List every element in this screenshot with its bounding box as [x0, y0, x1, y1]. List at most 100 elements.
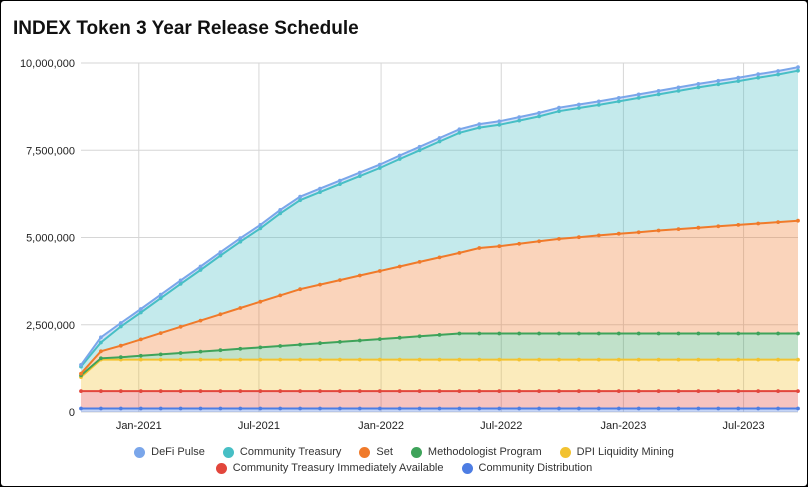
point-community-treasury-immediately-available	[716, 389, 721, 393]
point-methodologist-program	[298, 342, 302, 347]
point-community-treasury	[318, 190, 322, 195]
point-community-distribution	[198, 406, 203, 411]
point-methodologist-program	[437, 333, 442, 337]
point-methodologist-program	[616, 331, 621, 336]
legend-item: Community Treasury	[222, 446, 342, 458]
point-community-treasury	[756, 75, 761, 80]
point-dpi-liquidity-mining	[497, 357, 502, 362]
point-set	[437, 255, 442, 260]
point-set	[477, 246, 482, 250]
chart-legend: DeFi Pulse Community Treasury Set Methodolo…	[1, 444, 807, 476]
point-community-treasury-immediately-available	[278, 389, 283, 393]
point-community-treasury-immediately-available	[776, 389, 780, 393]
legend-label: Methodologist Program	[427, 446, 542, 458]
point-defi-pulse	[736, 75, 741, 80]
point-dpi-liquidity-mining	[338, 357, 342, 362]
point-set	[537, 239, 541, 244]
point-defi-pulse	[517, 115, 522, 119]
point-community-treasury-immediately-available	[596, 389, 601, 393]
point-community-treasury	[258, 226, 263, 231]
legend-label: Community Treasury	[239, 446, 342, 458]
point-community-distribution	[318, 406, 322, 411]
point-dpi-liquidity-mining	[537, 357, 541, 362]
point-set	[178, 324, 183, 329]
point-methodologist-program	[557, 331, 561, 336]
point-community-treasury	[377, 166, 382, 170]
point-methodologist-program	[278, 344, 283, 348]
point-methodologist-program	[397, 335, 402, 340]
point-community-distribution	[676, 406, 681, 411]
point-methodologist-program	[138, 353, 143, 358]
point-defi-pulse	[417, 144, 422, 149]
point-dpi-liquidity-mining	[158, 357, 163, 362]
point-defi-pulse	[577, 102, 581, 107]
point-dpi-liquidity-mining	[557, 357, 561, 362]
y-tick-label: 10,000,000	[20, 58, 75, 70]
point-defi-pulse	[218, 250, 223, 255]
legend-item: Set	[359, 446, 393, 458]
point-community-treasury-immediately-available	[577, 389, 581, 393]
point-methodologist-program	[716, 331, 721, 336]
y-tick-label: 5,000,000	[26, 233, 75, 245]
point-community-distribution	[437, 406, 442, 411]
y-tick-label: 2,500,000	[26, 320, 75, 332]
point-community-treasury	[218, 253, 223, 258]
point-community-treasury	[437, 139, 442, 144]
point-community-treasury-immediately-available	[79, 389, 83, 393]
point-community-distribution	[716, 406, 721, 411]
point-community-treasury-immediately-available	[377, 389, 382, 393]
point-dpi-liquidity-mining	[457, 357, 462, 362]
point-defi-pulse	[238, 236, 243, 241]
area-community-treasury	[81, 70, 798, 374]
point-community-distribution	[636, 406, 641, 411]
point-defi-pulse	[318, 186, 322, 191]
point-community-treasury	[636, 96, 641, 100]
point-dpi-liquidity-mining	[178, 357, 183, 362]
point-defi-pulse	[198, 264, 203, 269]
legend-swatch	[215, 462, 227, 474]
y-tick-label: 0	[69, 407, 75, 419]
legend-row: DeFi Pulse Community Treasury Set Methodolo…	[1, 444, 807, 460]
point-set	[278, 293, 283, 298]
legend-item: DPI Liquidity Mining	[559, 446, 674, 458]
point-community-treasury	[577, 106, 581, 110]
point-community-treasury	[676, 89, 681, 93]
point-methodologist-program	[636, 331, 641, 336]
point-community-treasury	[537, 114, 541, 119]
point-dpi-liquidity-mining	[357, 357, 362, 362]
point-defi-pulse	[118, 321, 123, 325]
point-community-treasury-immediately-available	[318, 389, 322, 393]
point-community-distribution	[776, 406, 780, 411]
point-community-distribution	[616, 406, 621, 411]
point-set	[318, 282, 322, 287]
point-community-distribution	[397, 406, 402, 411]
point-methodologist-program	[99, 356, 103, 361]
point-set	[676, 227, 681, 232]
area-community-treasury-immediately-available	[81, 391, 798, 409]
point-dpi-liquidity-mining	[318, 357, 322, 362]
legend-label: DeFi Pulse	[151, 446, 205, 458]
point-community-distribution	[577, 406, 581, 411]
point-community-distribution	[158, 406, 163, 411]
point-set	[696, 225, 701, 230]
point-dpi-liquidity-mining	[298, 357, 302, 362]
legend-swatch	[410, 446, 422, 458]
chart-plot: 0 2,500,000 5,000,000 7,500,000 10,000,000 Ja…	[20, 58, 800, 432]
point-set	[99, 349, 103, 354]
point-methodologist-program	[577, 331, 581, 336]
point-defi-pulse	[278, 208, 283, 212]
point-defi-pulse	[656, 89, 661, 93]
point-community-distribution	[178, 406, 183, 411]
point-community-distribution	[736, 406, 741, 411]
legend-row: Community Treasury Immediately Available…	[1, 460, 807, 476]
point-community-treasury-immediately-available	[397, 389, 402, 393]
point-community-treasury-immediately-available	[118, 389, 123, 393]
point-dpi-liquidity-mining	[517, 357, 522, 362]
point-community-treasury-immediately-available	[357, 389, 362, 393]
point-dpi-liquidity-mining	[218, 357, 223, 362]
point-community-treasury-immediately-available	[696, 389, 701, 393]
point-methodologist-program	[218, 348, 223, 353]
point-dpi-liquidity-mining	[377, 357, 382, 362]
area-set	[81, 220, 798, 376]
point-dpi-liquidity-mining	[138, 357, 143, 362]
